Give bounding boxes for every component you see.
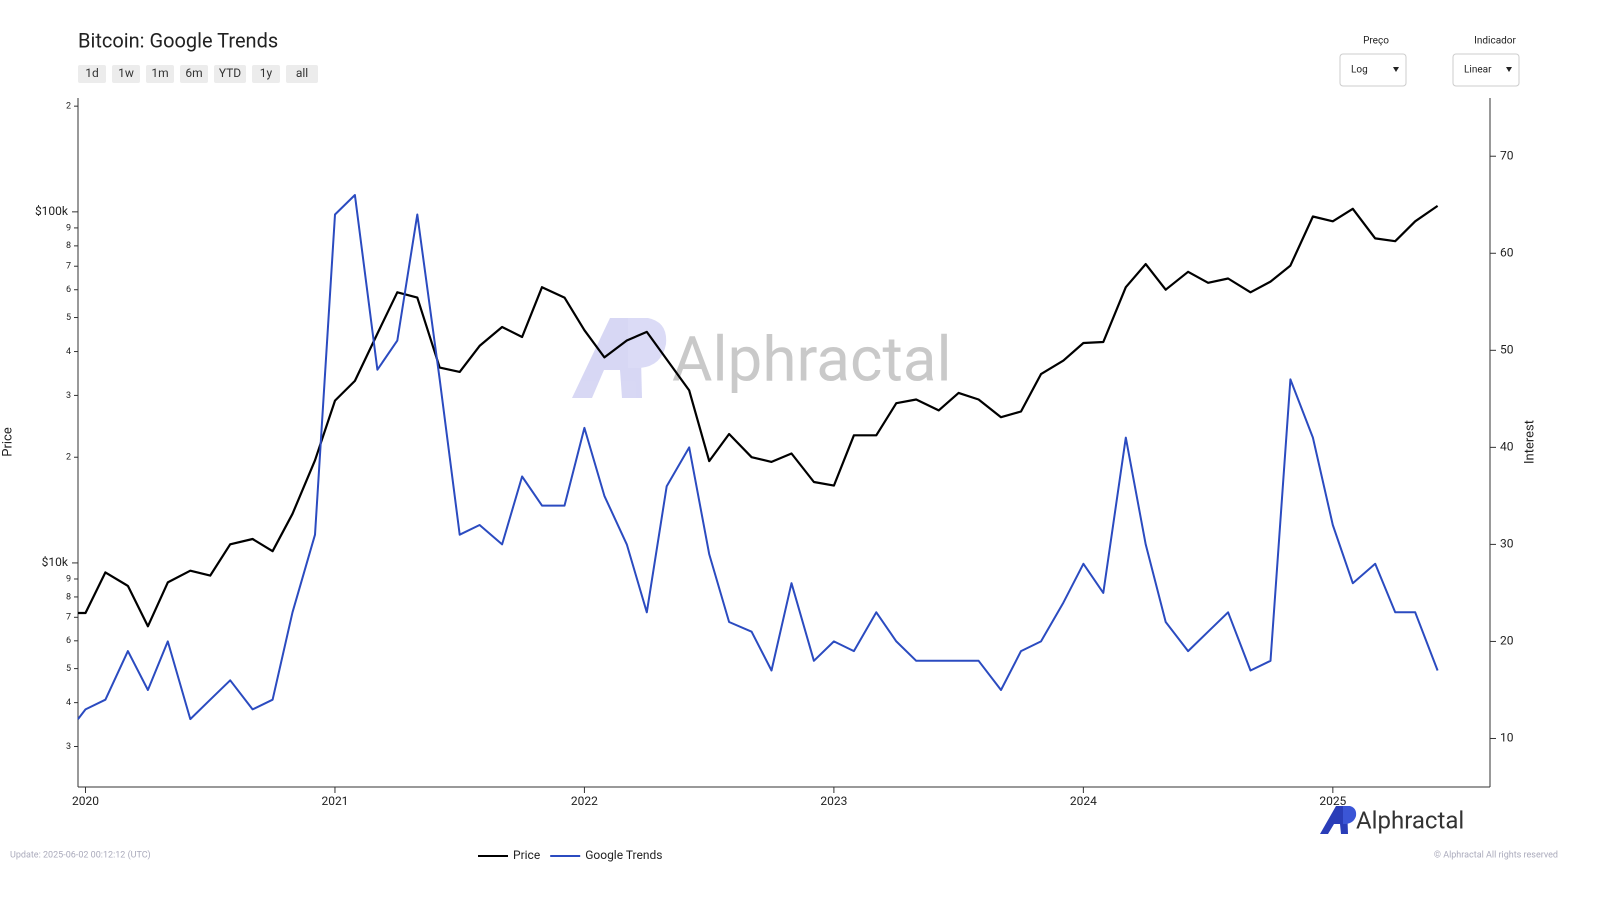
y-tick-label: 3 [66, 391, 71, 401]
y-tick-label: 6 [66, 285, 71, 295]
x-tick-label: 2021 [321, 794, 348, 808]
range-button-label[interactable]: 1w [118, 66, 134, 80]
series-line [77, 194, 1439, 721]
watermark-logo [628, 318, 667, 368]
legend-label: Google Trends [585, 848, 662, 862]
range-button-label[interactable]: YTD [219, 66, 241, 80]
dropdown-value[interactable]: Log [1351, 65, 1368, 76]
range-button[interactable]: 6m [180, 65, 208, 83]
brand-logo: Alphractal [1320, 806, 1464, 834]
x-tick-label: 2025 [1319, 794, 1346, 808]
y-tick-label: 2 [66, 102, 71, 112]
dropdown-box[interactable] [1339, 53, 1407, 87]
y-tick-label: $100k [35, 204, 69, 218]
range-button-bg[interactable] [286, 65, 318, 83]
y-tick-label: 3 [66, 742, 71, 752]
range-button-bg[interactable] [180, 65, 208, 83]
range-button[interactable]: all [286, 65, 318, 83]
y2-tick-label: 30 [1500, 537, 1514, 551]
y-tick-label: 6 [66, 636, 71, 646]
y-tick-label: 4 [66, 347, 71, 357]
range-button-bg[interactable] [214, 65, 246, 83]
range-button-label[interactable]: 1m [151, 66, 168, 80]
dropdown-arrow [1393, 67, 1399, 72]
range-button-label[interactable]: 6m [185, 66, 202, 80]
range-button-bg[interactable] [78, 65, 106, 83]
y-tick-label: 9 [66, 574, 71, 584]
y2-axis-label: Interest [1522, 420, 1537, 464]
update-note: Update: 2025-06-02 00:12:12 (UTC) [10, 849, 151, 860]
range-button-bg[interactable] [112, 65, 140, 83]
y2-tick-label: 70 [1500, 148, 1514, 162]
range-button-label[interactable]: 1d [85, 66, 99, 80]
y2-tick-label: 20 [1500, 634, 1514, 648]
y-tick-label: 7 [66, 262, 71, 272]
series-line [78, 204, 1439, 628]
legend-label: Price [513, 848, 540, 862]
y-tick-label: 8 [66, 241, 71, 251]
copyright: © Alphractal All rights reserved [1434, 850, 1558, 860]
y-axis-label: Price [0, 427, 15, 457]
y-tick-label: 4 [66, 698, 71, 708]
x-tick-label: 2020 [72, 794, 99, 808]
y-tick-label: 5 [66, 313, 71, 323]
range-button-label[interactable]: 1y [260, 66, 273, 80]
watermark-text: Alphractal [672, 323, 952, 396]
logo-text: Alphractal [1356, 806, 1464, 834]
watermark: Alphractal [572, 318, 952, 398]
logo-mark [1343, 806, 1357, 824]
dropdown-value[interactable]: Linear [1464, 65, 1492, 76]
range-button[interactable]: 1m [146, 65, 174, 83]
x-tick-label: 2022 [571, 794, 598, 808]
logo-mark [1320, 806, 1348, 834]
dropdown[interactable]: Linear [1452, 53, 1520, 87]
y-tick-label: 7 [66, 613, 71, 623]
y2-tick-label: 50 [1500, 342, 1514, 356]
dropdown-label: Indicador [1474, 36, 1516, 47]
dropdown-arrow [1506, 67, 1512, 72]
range-button-bg[interactable] [252, 65, 280, 83]
y-tick-label: 2 [66, 453, 71, 463]
dropdown-box[interactable] [1452, 53, 1520, 87]
range-button[interactable]: 1w [112, 65, 140, 83]
y-tick-label: 5 [66, 664, 71, 674]
range-button-label[interactable]: all [296, 66, 308, 80]
range-button[interactable]: 1d [78, 65, 106, 83]
x-tick-label: 2023 [820, 794, 847, 808]
x-tick-label: 2024 [1070, 794, 1097, 808]
y-tick-label: $10k [42, 555, 69, 569]
y2-tick-label: 60 [1500, 245, 1514, 259]
y-tick-label: 8 [66, 592, 71, 602]
dropdown[interactable]: Log [1339, 53, 1407, 87]
chart-title: Bitcoin: Google Trends [78, 28, 278, 52]
y2-tick-label: 40 [1500, 440, 1514, 454]
range-button-bg[interactable] [146, 65, 174, 83]
watermark-logo [572, 318, 642, 398]
range-button[interactable]: 1y [252, 65, 280, 83]
y2-tick-label: 10 [1500, 731, 1514, 745]
y-tick-label: 9 [66, 223, 71, 233]
dropdown-label: Preço [1363, 36, 1389, 47]
range-button[interactable]: YTD [214, 65, 246, 83]
